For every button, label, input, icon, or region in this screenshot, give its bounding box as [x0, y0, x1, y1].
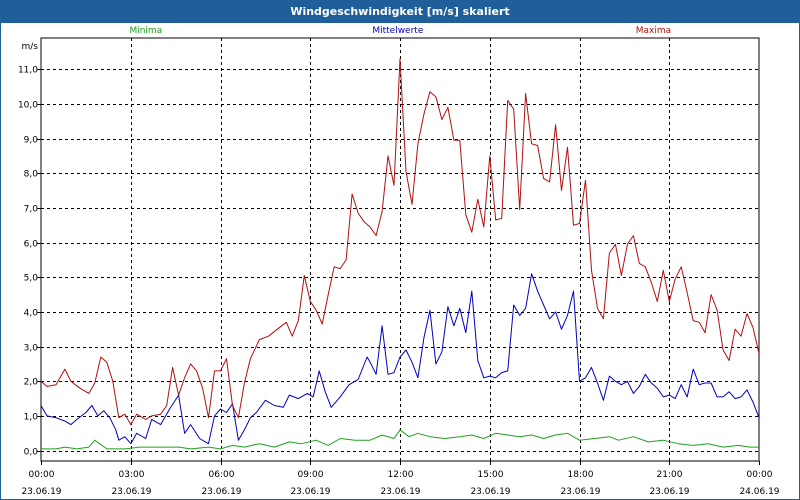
x-tick-time-label: 00:00 [29, 470, 55, 480]
x-tick-time-label: 18:00 [568, 470, 594, 480]
y-tick-label: 7,0 [24, 205, 39, 215]
y-axis-unit-label: m/s [22, 42, 39, 52]
x-tick-date-label: 23.06.19 [470, 487, 510, 497]
y-tick-label: 5,0 [24, 274, 39, 284]
x-tick-time-label: 12:00 [388, 470, 414, 480]
x-tick-date-label: 23.06.19 [290, 487, 330, 497]
series-line-mittelwerte [41, 273, 759, 445]
x-tick-time-label: 03:00 [119, 470, 145, 480]
legend-label-mittelwerte: Mittelwerte [372, 26, 423, 36]
x-tick-time-label: 09:00 [298, 470, 324, 480]
y-tick-label: 9,0 [24, 136, 39, 146]
x-tick-date-label: 23.06.19 [111, 487, 151, 497]
y-tick-label: 10,0 [18, 101, 38, 111]
x-tick-time-label: 06:00 [209, 470, 235, 480]
y-tick-label: 8,0 [24, 170, 39, 180]
legend-label-maxima: Maxima [636, 26, 671, 36]
y-tick-label: 6,0 [24, 240, 39, 250]
x-tick-date-label: 23.06.19 [21, 487, 61, 497]
x-tick-time-label: 15:00 [478, 470, 504, 480]
legend-label-minima: Minima [129, 26, 162, 36]
y-tick-label: 11,0 [18, 66, 38, 76]
x-tick-date-label: 23.06.19 [649, 487, 689, 497]
y-tick-label: 0,0 [24, 448, 39, 458]
window-title: Windgeschwindigkeit [m/s] skaliert [1, 1, 799, 23]
y-tick-label: 2,0 [24, 378, 39, 388]
series-line-maxima [41, 58, 759, 426]
x-tick-time-label: 00:00 [747, 470, 773, 480]
y-tick-label: 3,0 [24, 344, 39, 354]
series-line-minima [41, 429, 759, 450]
x-tick-date-label: 23.06.19 [560, 487, 600, 497]
x-tick-time-label: 21:00 [657, 470, 683, 480]
y-tick-label: 1,0 [24, 413, 39, 423]
x-tick-date-label: 24.06.19 [739, 487, 779, 497]
x-tick-date-label: 23.06.19 [201, 487, 241, 497]
x-tick-date-label: 23.06.19 [380, 487, 420, 497]
y-tick-label: 4,0 [24, 309, 39, 319]
